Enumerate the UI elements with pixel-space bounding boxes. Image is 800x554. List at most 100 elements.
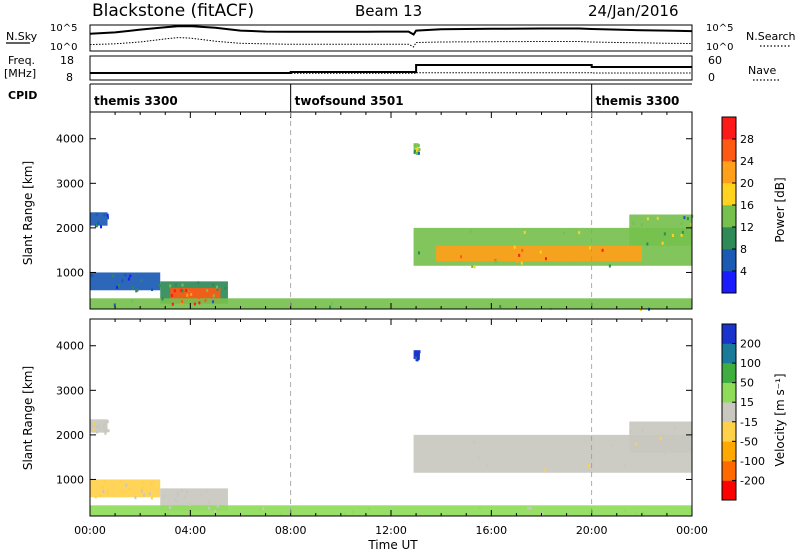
heatmap-speckle (100, 225, 103, 229)
heatmap-speckle (134, 496, 137, 500)
station-title: Blackstone (fitACF) (92, 1, 254, 21)
y-tick-label: 2000 (56, 222, 84, 235)
heatmap-speckle (646, 217, 649, 221)
heatmap-speckle (161, 297, 164, 301)
heatmap-speckle (520, 261, 523, 265)
heatmap-speckle (578, 231, 581, 235)
heatmap-cell (413, 143, 419, 153)
power-panel-frame (89, 111, 693, 310)
colorbar-tick-label: 24 (740, 155, 754, 168)
x-tick-label: 12:00 (375, 524, 407, 537)
heatmap-speckle (329, 305, 332, 309)
heatmap-speckle (143, 493, 146, 497)
velocity-panel: Slant Range [km] 1000 2000 3000 4000 200 100… (21, 318, 787, 552)
colorbar-segment (722, 161, 736, 184)
heatmap-speckle (651, 446, 654, 450)
heatmap-speckle (107, 489, 110, 493)
heatmap-speckle (518, 253, 521, 257)
colorbar-segment (722, 421, 736, 442)
heatmap-speckle (415, 356, 418, 360)
heatmap-speckle (192, 290, 195, 294)
heatmap-speckle (641, 428, 644, 432)
heatmap-speckle (131, 286, 134, 290)
y-tick-label: 1000 (56, 266, 84, 279)
heatmap-speckle (176, 494, 179, 498)
freq-tick-bottom: 8 (66, 71, 73, 84)
heatmap-speckle (632, 221, 635, 225)
heatmap-speckle (125, 483, 128, 487)
heatmap-speckle (469, 229, 472, 233)
heatmap-speckle (494, 260, 497, 264)
colorbar-tick-label: 200 (740, 338, 761, 351)
freq-unit-label: [MHz] (4, 67, 36, 80)
heatmap-speckle (170, 293, 173, 297)
nave-tick-top: 60 (708, 54, 722, 67)
nave-series (90, 72, 692, 74)
heatmap-speckle (101, 485, 104, 489)
heatmap-speckle (471, 265, 474, 269)
nsearch-tick-top: 10^5 (706, 23, 733, 34)
heatmap-speckle (187, 300, 190, 304)
heatmap-speckle (216, 504, 219, 508)
heatmap-speckle (214, 509, 217, 513)
colorbar-segment (722, 460, 736, 481)
heatmap-speckle (212, 294, 215, 298)
nsky-tick-bottom: 10^0 (50, 42, 77, 53)
heatmap-speckle (417, 251, 420, 255)
heatmap-speckle (685, 229, 688, 233)
heatmap-speckle (589, 246, 592, 250)
nave-label: Nave (748, 64, 776, 77)
x-tick-label: 20:00 (576, 524, 608, 537)
heatmap-speckle (95, 223, 98, 227)
colorbar-segment (722, 402, 736, 423)
nsearch-tick-bottom: 10^0 (706, 42, 733, 53)
heatmap-speckle (368, 507, 371, 511)
heatmap-speckle (634, 450, 637, 454)
heatmap-speckle (163, 495, 166, 499)
heatmap-speckle (127, 277, 130, 281)
heatmap-speckle (634, 442, 637, 446)
heatmap-speckle (106, 491, 109, 495)
nsky-tick-top: 10^5 (50, 23, 77, 34)
heatmap-speckle (486, 463, 489, 467)
velocity-ylabel: Slant Range [km] (21, 366, 35, 470)
heatmap-speckle (660, 433, 663, 437)
heatmap-speckle (103, 213, 106, 217)
heatmap-speckle (104, 427, 107, 431)
heatmap-speckle (417, 144, 420, 148)
freq-panel: Freq. [MHz] 18 8 60 0 Nave (4, 54, 780, 84)
heatmap-speckle (511, 257, 514, 261)
heatmap-speckle (472, 441, 475, 445)
x-tick-label: 00:00 (676, 524, 708, 537)
heatmap-speckle (659, 436, 662, 440)
heatmap-speckle (103, 422, 106, 426)
nave-tick-bottom: 0 (708, 71, 715, 84)
heatmap-speckle (541, 512, 544, 516)
heatmap-speckle (186, 293, 189, 297)
heatmap-speckle (661, 241, 664, 245)
heatmap-speckle (148, 492, 151, 496)
heatmap-speckle (671, 233, 674, 237)
heatmap-speckle (681, 230, 684, 234)
heatmap-speckle (663, 232, 666, 236)
heatmap-speckle (180, 288, 183, 292)
heatmap-speckle (539, 250, 542, 254)
heatmap-speckle (608, 264, 611, 268)
heatmap-speckle (95, 212, 98, 216)
heatmap-speckle (212, 283, 215, 287)
heatmap-speckle (106, 213, 109, 217)
heatmap-speckle (610, 443, 613, 447)
y-tick-label: 3000 (56, 177, 84, 190)
heatmap-speckle (173, 497, 176, 501)
heatmap-speckle (92, 428, 95, 432)
heatmap-speckle (662, 439, 665, 443)
heatmap-speckle (667, 243, 670, 247)
heatmap-speckle (659, 444, 662, 448)
heatmap-speckle (216, 287, 219, 291)
heatmap-speckle (207, 506, 210, 510)
heatmap-speckle (99, 427, 102, 431)
heatmap-speckle (131, 299, 134, 303)
heatmap-speckle (683, 216, 686, 220)
heatmap-speckle (352, 510, 355, 514)
